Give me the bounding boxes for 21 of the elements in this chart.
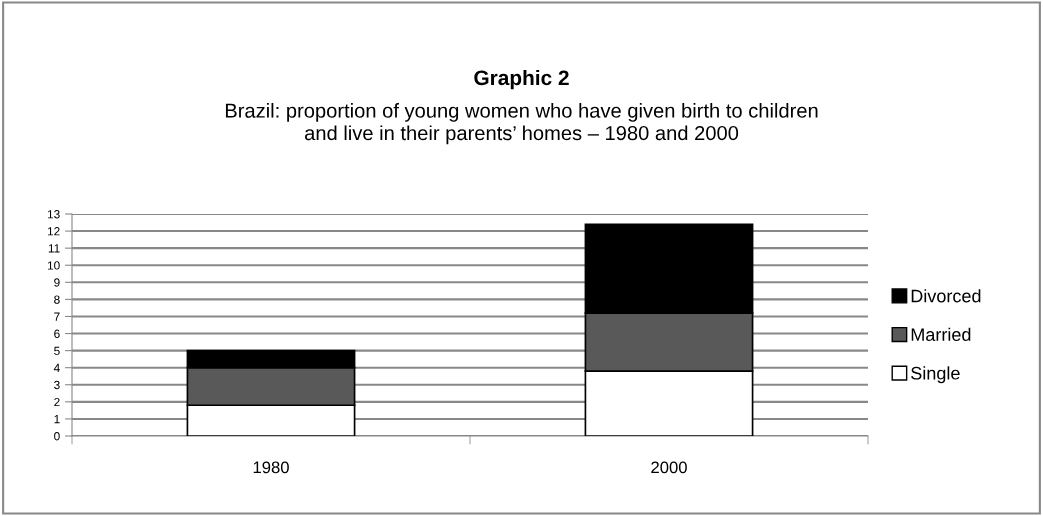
chart-subtitle: Brazil: proportion of young women who have given birth to children and live in their parents’ homes – 1980 and 2000 <box>225 102 818 145</box>
y-tick-label: 13 <box>47 210 60 219</box>
chart-title: Graphic 2 <box>474 69 569 90</box>
legend-label: Married <box>911 327 971 341</box>
y-tick-label: 11 <box>48 244 60 253</box>
y-tick-label: 0 <box>54 432 60 441</box>
y-tick-label: 12 <box>47 227 60 236</box>
x-tick-label: 2000 <box>651 461 687 474</box>
y-tick-label: 3 <box>54 380 60 390</box>
y-tick-label: 4 <box>53 363 60 372</box>
y-tick-label: 9 <box>54 278 60 287</box>
legend-label: Divorced <box>911 289 981 303</box>
y-tick-label: 6 <box>54 329 60 338</box>
x-tick-label: 1980 <box>253 461 289 474</box>
y-tick-label: 10 <box>47 261 60 270</box>
legend-label: Single <box>911 366 960 384</box>
y-tick-label: 5 <box>54 346 60 356</box>
y-tick-label: 8 <box>54 295 60 304</box>
y-tick-label: 7 <box>54 312 60 321</box>
y-tick-label: 2 <box>54 397 60 407</box>
y-tick-label: 1 <box>54 415 60 424</box>
